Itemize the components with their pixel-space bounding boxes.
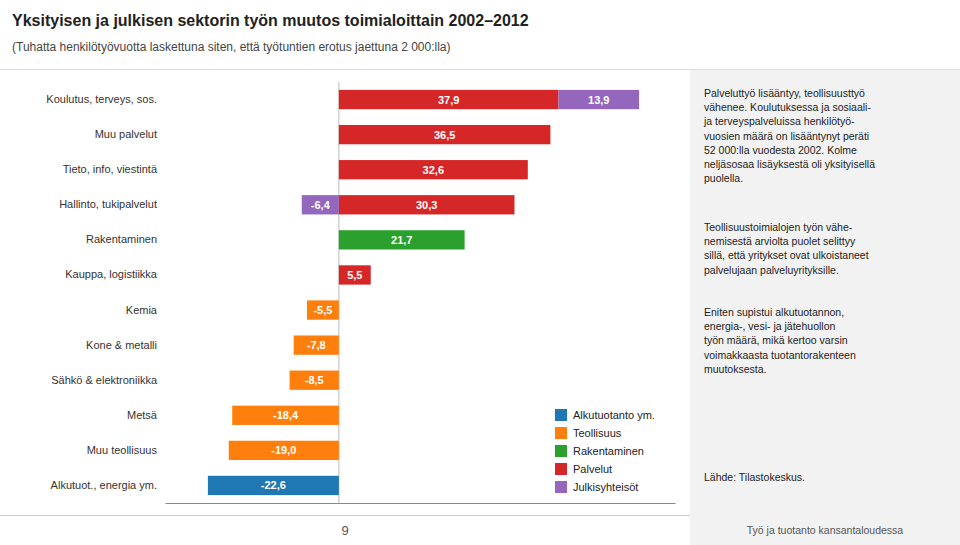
y-tick: Hallinto, tukipalvelut: [59, 198, 157, 210]
header: Yksityisen ja julkisen sektorin työn muu…: [0, 0, 960, 70]
data-label: -6,4: [311, 199, 331, 211]
data-label: -5,5: [313, 304, 332, 316]
chart: Koulutus, terveys, sos. Muu palvelut Tieto…: [0, 70, 690, 515]
bar: [339, 90, 559, 109]
y-tick: Kauppa, logistiikka: [65, 268, 158, 280]
data-label: 37,9: [438, 94, 459, 106]
legend-label: Alkutuotanto ym.: [573, 409, 655, 421]
y-tick: Muu palvelut: [95, 128, 157, 140]
legend-item: Rakentaminen: [555, 445, 644, 457]
legend-label: Julkisyhteisöt: [573, 481, 638, 493]
legend-swatch: [555, 445, 567, 457]
zero-line: [338, 82, 339, 503]
bar: [302, 195, 339, 214]
y-tick: Kemia: [126, 304, 158, 316]
y-tick: Kone & metalli: [86, 339, 157, 351]
y-tick: Koulutus, terveys, sos.: [46, 93, 157, 105]
side-panel: Palveluttyö lisääntyy, teollisuusttyö vä…: [690, 70, 960, 545]
legend-item: Julkisyhteisöt: [555, 481, 638, 493]
data-label: -7,8: [307, 339, 326, 351]
data-labels: -22,6 -5,5 -7,8 -8,5 -18,4 -19,0 21,7 37,9 36,5 3…: [261, 94, 610, 492]
legend-label: Rakentaminen: [573, 445, 644, 457]
y-tick-label: Kemia: [126, 304, 158, 316]
y-tick-label: Kauppa, logistiikka: [65, 268, 158, 280]
data-label: -18,4: [273, 409, 299, 421]
legend-item: Alkutuotanto ym.: [555, 409, 655, 421]
legend-swatch: [555, 481, 567, 493]
data-label: 5,5: [347, 269, 362, 281]
bar: [339, 265, 371, 284]
subtitle: (Tuhatta henkilötyövuotta laskettuna sit…: [12, 40, 451, 54]
bar: [559, 90, 640, 109]
legend-swatch: [555, 409, 567, 421]
bar: [208, 476, 339, 495]
data-label: -19,0: [271, 444, 296, 456]
bar: [290, 371, 339, 390]
y-tick: Alkutuot., energia ym.: [51, 479, 157, 491]
y-tick: Muu teollisuus: [87, 444, 158, 456]
bar: [229, 441, 339, 460]
bar: [339, 195, 515, 214]
annotation: Teollisuustoimialojen työn vähe- nemises…: [704, 220, 954, 277]
annotation: Lähde: Tilastokeskus.: [704, 470, 954, 484]
y-tick-label: Koulutus, terveys, sos.: [46, 93, 157, 105]
bar: [339, 230, 465, 249]
data-label: 13,9: [588, 94, 609, 106]
y-tick: Sähkö & elektroniikka: [51, 374, 158, 386]
bar: [307, 300, 339, 319]
data-label: 21,7: [391, 234, 412, 246]
legend-label: Teollisuus: [573, 427, 622, 439]
annotation: Eniten supistui alkutuotannon, energia-,…: [704, 305, 954, 376]
legend-item: Palvelut: [555, 463, 612, 475]
plot-area: [208, 82, 639, 503]
x-axis-line: [166, 503, 676, 504]
y-tick: Rakentaminen: [86, 233, 157, 245]
y-tick-label: Alkutuot., energia ym.: [51, 479, 157, 491]
y-tick-label: Muu palvelut: [95, 128, 157, 140]
footer-right: Työ ja tuotanto kansantaloudessa: [690, 515, 960, 545]
y-tick-label: Metsä: [127, 409, 158, 421]
data-label: 30,3: [416, 199, 437, 211]
bar: [339, 160, 528, 179]
bar: [339, 125, 551, 144]
x-axis: [166, 503, 676, 504]
legend-item: Teollisuus: [555, 427, 622, 439]
y-tick-label: Hallinto, tukipalvelut: [59, 198, 157, 210]
data-label: -22,6: [261, 479, 286, 491]
y-tick-label: Muu teollisuus: [87, 444, 158, 456]
y-tick-label: Rakentaminen: [86, 233, 157, 245]
bar: [294, 335, 339, 354]
y-tick: Metsä: [127, 409, 158, 421]
footer-left: 9: [0, 515, 690, 545]
legend-label: Palvelut: [573, 463, 612, 475]
y-tick-label: Kone & metalli: [86, 339, 157, 351]
legend-swatch: [555, 427, 567, 439]
y-tick-label: Sähkö & elektroniikka: [51, 374, 158, 386]
data-label: 36,5: [434, 129, 455, 141]
legend: Alkutuotanto ym. Teollisuus Rakentaminen Pa…: [555, 409, 655, 493]
y-tick: Tieto, info, viestintä: [63, 163, 158, 175]
legend-swatch: [555, 463, 567, 475]
data-label: -8,5: [305, 374, 324, 386]
bar: [232, 406, 339, 425]
data-label: 32,6: [423, 164, 444, 176]
title: Yksityisen ja julkisen sektorin työn muu…: [12, 12, 529, 30]
y-tick-label: Tieto, info, viestintä: [63, 163, 158, 175]
annotation: Palveluttyö lisääntyy, teollisuusttyö vä…: [704, 86, 954, 185]
y-axis: Koulutus, terveys, sos. Muu palvelut Tieto…: [46, 93, 158, 491]
